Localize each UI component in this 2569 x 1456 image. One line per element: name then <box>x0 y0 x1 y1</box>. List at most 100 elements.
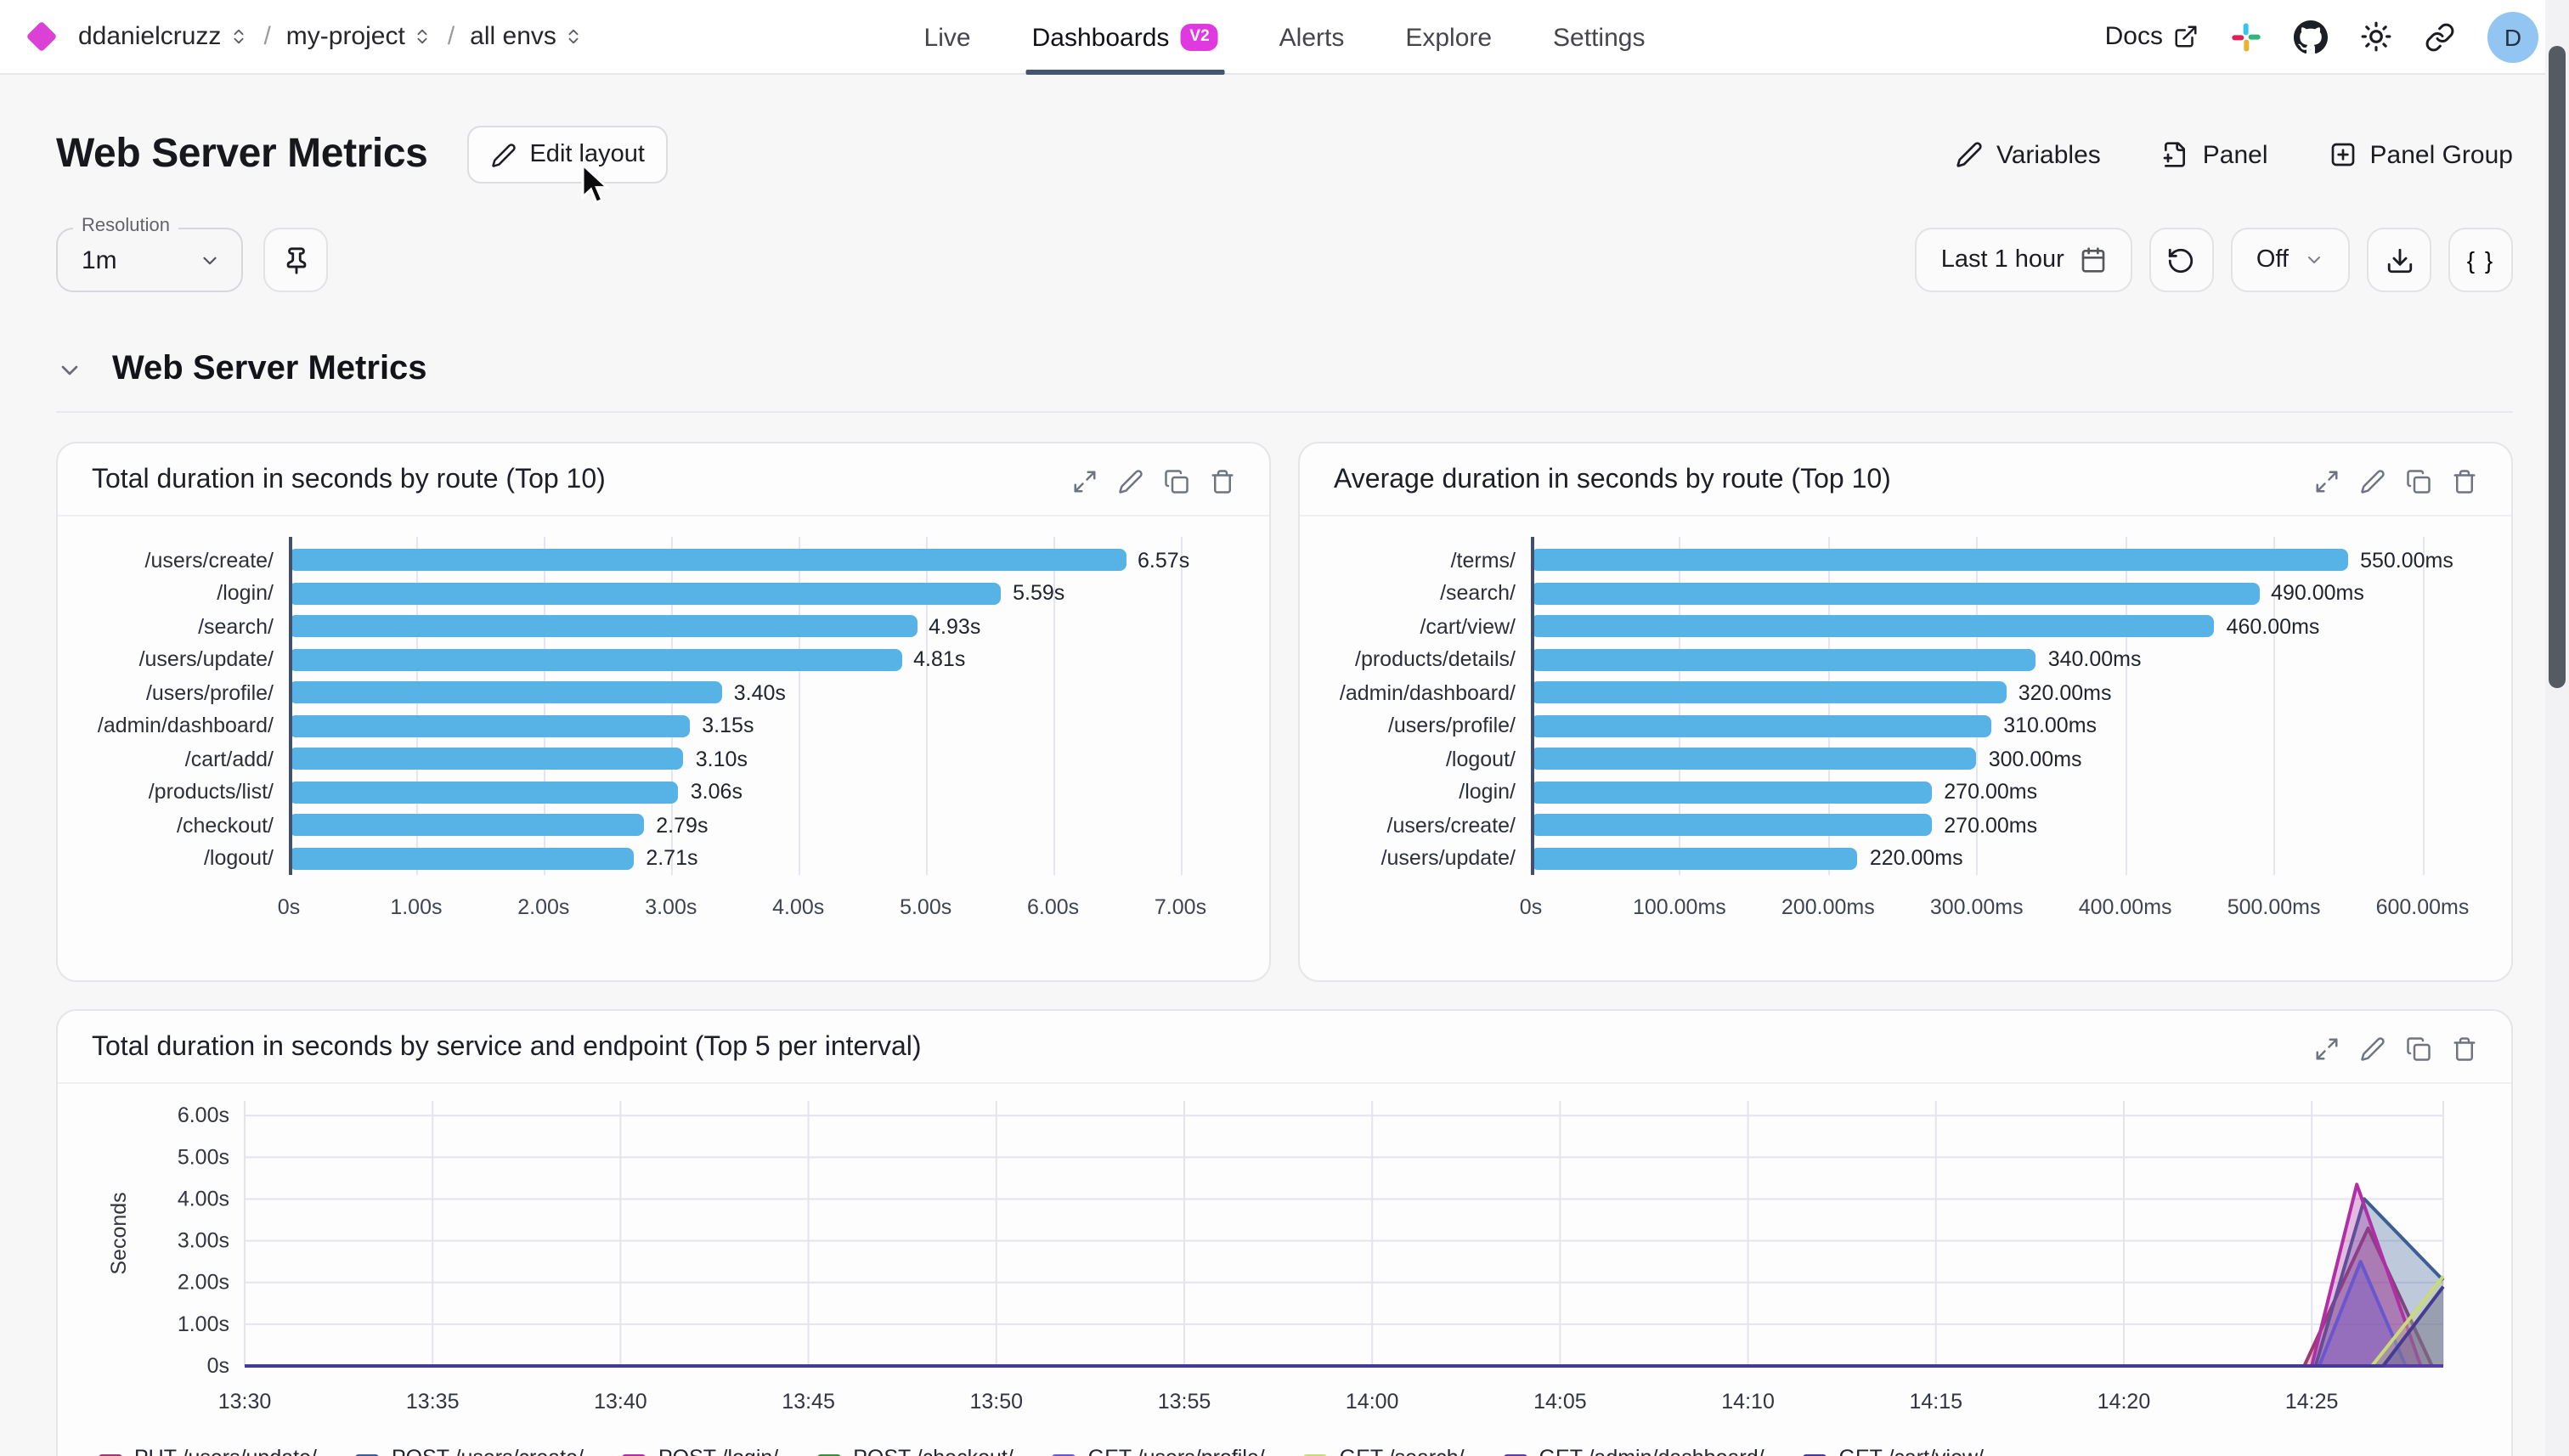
axis-tick-label: 300.00ms <box>1929 895 2024 919</box>
gridline <box>1679 537 1681 875</box>
time-range-button[interactable]: Last 1 hour <box>1915 228 2132 292</box>
delete-panel-icon[interactable] <box>1210 468 1235 494</box>
pencil-icon <box>491 143 516 166</box>
auto-refresh-value: Off <box>2256 246 2289 274</box>
legend-swatch <box>355 1453 380 1456</box>
docs-link[interactable]: Docs <box>2105 22 2199 51</box>
panel-header: Total duration in seconds by service and… <box>58 1011 2511 1084</box>
edit-panel-icon[interactable] <box>1118 468 1143 494</box>
bar <box>289 549 1126 572</box>
json-braces-button[interactable]: { } <box>2448 228 2513 292</box>
x-tick-label: 14:25 <box>2285 1390 2339 1414</box>
x-tick-label: 13:45 <box>782 1390 835 1414</box>
bar-row: 2.71s <box>289 842 1225 875</box>
add-panel-button[interactable]: Panel <box>2162 140 2268 169</box>
nav-tab-explore[interactable]: Explore <box>1405 0 1492 75</box>
bar-category-label: /users/create/ <box>1386 813 1516 838</box>
chevrons-up-down-icon <box>234 29 244 44</box>
theme-toggle-sun-icon[interactable] <box>2360 20 2392 53</box>
panel-actions <box>2314 468 2477 494</box>
toolbar-row: Resolution 1m Last 1 hour Off <box>56 216 2513 292</box>
auto-refresh-select[interactable]: Off <box>2230 228 2350 292</box>
nav-tab-live[interactable]: Live <box>924 0 971 75</box>
expand-icon[interactable] <box>2314 468 2340 494</box>
breadcrumb-separator: / <box>263 22 271 51</box>
bar <box>289 648 902 671</box>
nav-tab-alerts[interactable]: Alerts <box>1279 0 1345 75</box>
legend-item[interactable]: POST /users/create/ <box>355 1446 584 1456</box>
gridline <box>925 537 928 875</box>
bar <box>1531 781 1933 804</box>
legend-swatch <box>817 1453 842 1456</box>
duplicate-panel-icon[interactable] <box>2406 1036 2431 1061</box>
rotate-ccw-icon <box>2169 247 2194 273</box>
gridline <box>1180 537 1183 875</box>
bar-row: 4.93s <box>289 610 1225 643</box>
legend-item[interactable]: GET /cart/view/ <box>1803 1446 1984 1456</box>
edit-panel-icon[interactable] <box>2360 468 2386 494</box>
user-avatar[interactable]: D <box>2487 11 2538 62</box>
legend-item[interactable]: GET /search/ <box>1303 1446 1465 1456</box>
bar-category-label: /logout/ <box>1445 747 1516 771</box>
x-tick-label: 13:30 <box>218 1390 272 1414</box>
download-button[interactable] <box>2367 228 2431 292</box>
series-area <box>245 1286 2443 1366</box>
add-panel-group-button[interactable]: Panel Group <box>2329 140 2513 169</box>
axis-tick-label: 2.00s <box>517 895 570 919</box>
legend-swatch <box>99 1453 122 1456</box>
chevron-down-icon[interactable] <box>56 356 83 383</box>
resolution-label: Resolution <box>73 216 178 236</box>
axis-tick-label: 7.00s <box>1154 895 1207 919</box>
square-plus-icon <box>2331 143 2354 166</box>
bar <box>289 781 679 804</box>
panel-average-duration-by-route: Average duration in seconds by route (To… <box>1298 442 2513 982</box>
breadcrumb-project[interactable]: my-project <box>286 22 432 51</box>
edit-layout-label: Edit layout <box>529 141 645 168</box>
legend-item[interactable]: GET /users/profile/ <box>1052 1446 1265 1456</box>
vertical-scrollbar-thumb[interactable] <box>2549 46 2566 688</box>
gridline <box>543 537 545 875</box>
duplicate-panel-icon[interactable] <box>2406 468 2431 494</box>
bar-row: 300.00ms <box>1531 742 2467 776</box>
expand-icon[interactable] <box>2314 1036 2340 1061</box>
edit-layout-button[interactable]: Edit layout <box>466 126 669 183</box>
legend-item[interactable]: GET /admin/dashboard/ <box>1503 1446 1764 1456</box>
variables-button[interactable]: Variables <box>1956 140 2101 169</box>
delete-panel-icon[interactable] <box>2452 468 2477 494</box>
breadcrumb-env[interactable]: all envs <box>470 22 584 51</box>
bar <box>289 814 645 837</box>
slack-icon[interactable] <box>2231 21 2261 52</box>
nav-tab-dashboards[interactable]: Dashboards V2 <box>1025 0 1224 75</box>
breadcrumb-org[interactable]: ddanielcruzz <box>78 22 248 51</box>
expand-icon[interactable] <box>1072 468 1098 494</box>
breadcrumb-separator: / <box>447 22 455 51</box>
legend-label: POST /users/create/ <box>392 1446 584 1456</box>
share-link-icon[interactable] <box>2425 21 2455 52</box>
gridline <box>415 537 418 875</box>
axis-tick-label: 6.00s <box>1026 895 1080 919</box>
bar <box>289 714 691 737</box>
legend-item[interactable]: POST /checkout/ <box>817 1446 1013 1456</box>
github-icon[interactable] <box>2294 20 2328 54</box>
series-line <box>245 1275 2445 1368</box>
edit-panel-icon[interactable] <box>2360 1036 2386 1061</box>
legend-item[interactable]: PUT /users/update/ <box>99 1446 317 1456</box>
y-axis-label: Seconds <box>107 1192 131 1274</box>
gridline <box>1827 537 1830 875</box>
resolution-select[interactable]: Resolution 1m <box>56 216 243 292</box>
bar <box>289 681 722 704</box>
variables-label: Variables <box>1996 140 2101 169</box>
pin-button[interactable] <box>263 228 328 292</box>
bar-value-label: 340.00ms <box>2047 647 2142 672</box>
panel-duration-by-service-endpoint: Total duration in seconds by service and… <box>56 1009 2513 1456</box>
legend-swatch <box>1052 1453 1076 1456</box>
line-chart: 0s 1.00s 2.00s 3.00s 4.00s 5.00s 6.00s 13:30 13:… <box>58 1084 2511 1442</box>
legend-item[interactable]: POST /login/ <box>622 1446 778 1456</box>
duplicate-panel-icon[interactable] <box>1164 468 1189 494</box>
bar-value-label: 5.59s <box>1013 581 1065 606</box>
nav-tab-settings[interactable]: Settings <box>1553 0 1645 75</box>
bar <box>1531 847 1858 870</box>
bar-category-label: /users/profile/ <box>145 680 274 705</box>
delete-panel-icon[interactable] <box>2452 1036 2477 1061</box>
refresh-button[interactable] <box>2148 228 2214 292</box>
